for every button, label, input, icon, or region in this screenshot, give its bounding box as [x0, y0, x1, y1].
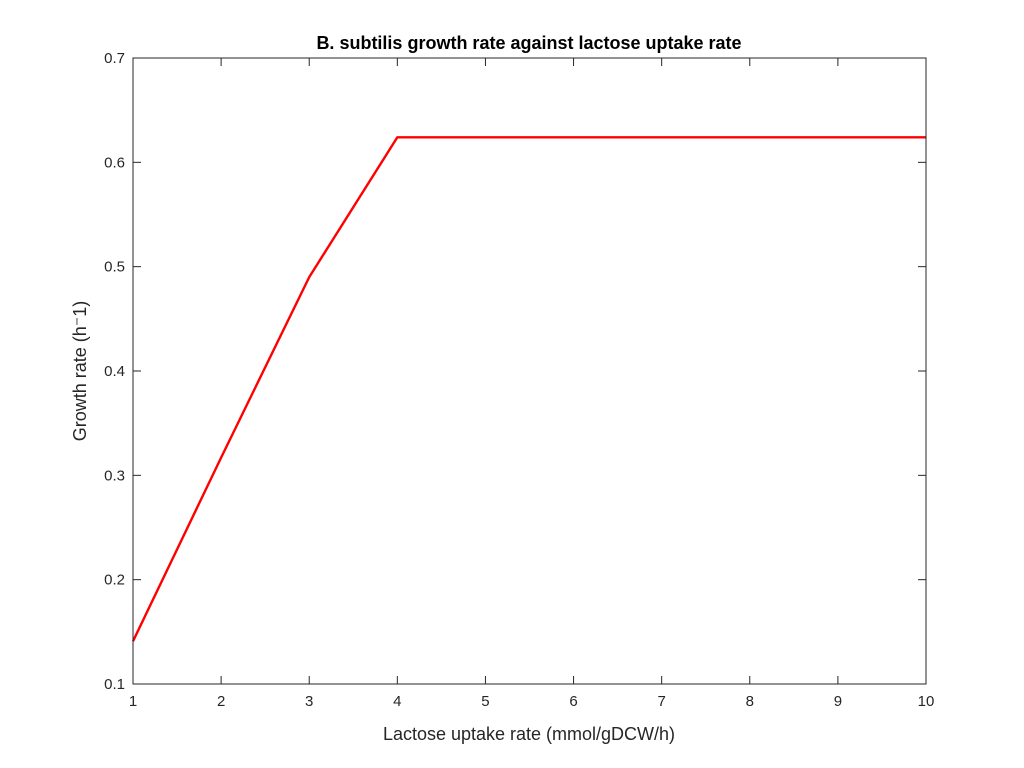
x-tick-label: 1	[129, 693, 137, 710]
y-tick-label: 0.7	[104, 50, 125, 67]
x-tick-label: 6	[569, 693, 577, 710]
x-tick-label: 7	[657, 693, 665, 710]
ticks-layer: 1 2 3 4 5 6 7 8 9 10 0.1 0.2 0.3 0.4 0.5 0.6 0.7	[104, 50, 934, 710]
y-tick-label: 0.5	[104, 259, 125, 276]
plot-area	[133, 58, 926, 684]
x-tick-label: 4	[393, 693, 401, 710]
y-tick-label: 0.2	[104, 572, 125, 589]
x-tick-label: 8	[746, 693, 754, 710]
chart-title: B. subtilis growth rate against lactose …	[316, 33, 741, 53]
y-tick-label: 0.1	[104, 676, 125, 693]
y-axis-label: Growth rate (h⁻1)	[70, 301, 90, 442]
x-axis-label: Lactose uptake rate (mmol/gDCW/h)	[383, 724, 675, 744]
growth-rate-line	[131, 136, 926, 642]
x-tick-label: 3	[305, 693, 313, 710]
plot-frame	[132, 57, 927, 685]
x-tick-label: 5	[481, 693, 489, 710]
x-tick-label: 10	[918, 693, 935, 710]
series-layer	[131, 136, 926, 642]
y-tick-label: 0.3	[104, 467, 125, 484]
x-tick-label: 2	[217, 693, 225, 710]
y-tick-label: 0.6	[104, 154, 125, 171]
y-tick-label: 0.4	[104, 363, 125, 380]
x-tick-label: 9	[834, 693, 842, 710]
